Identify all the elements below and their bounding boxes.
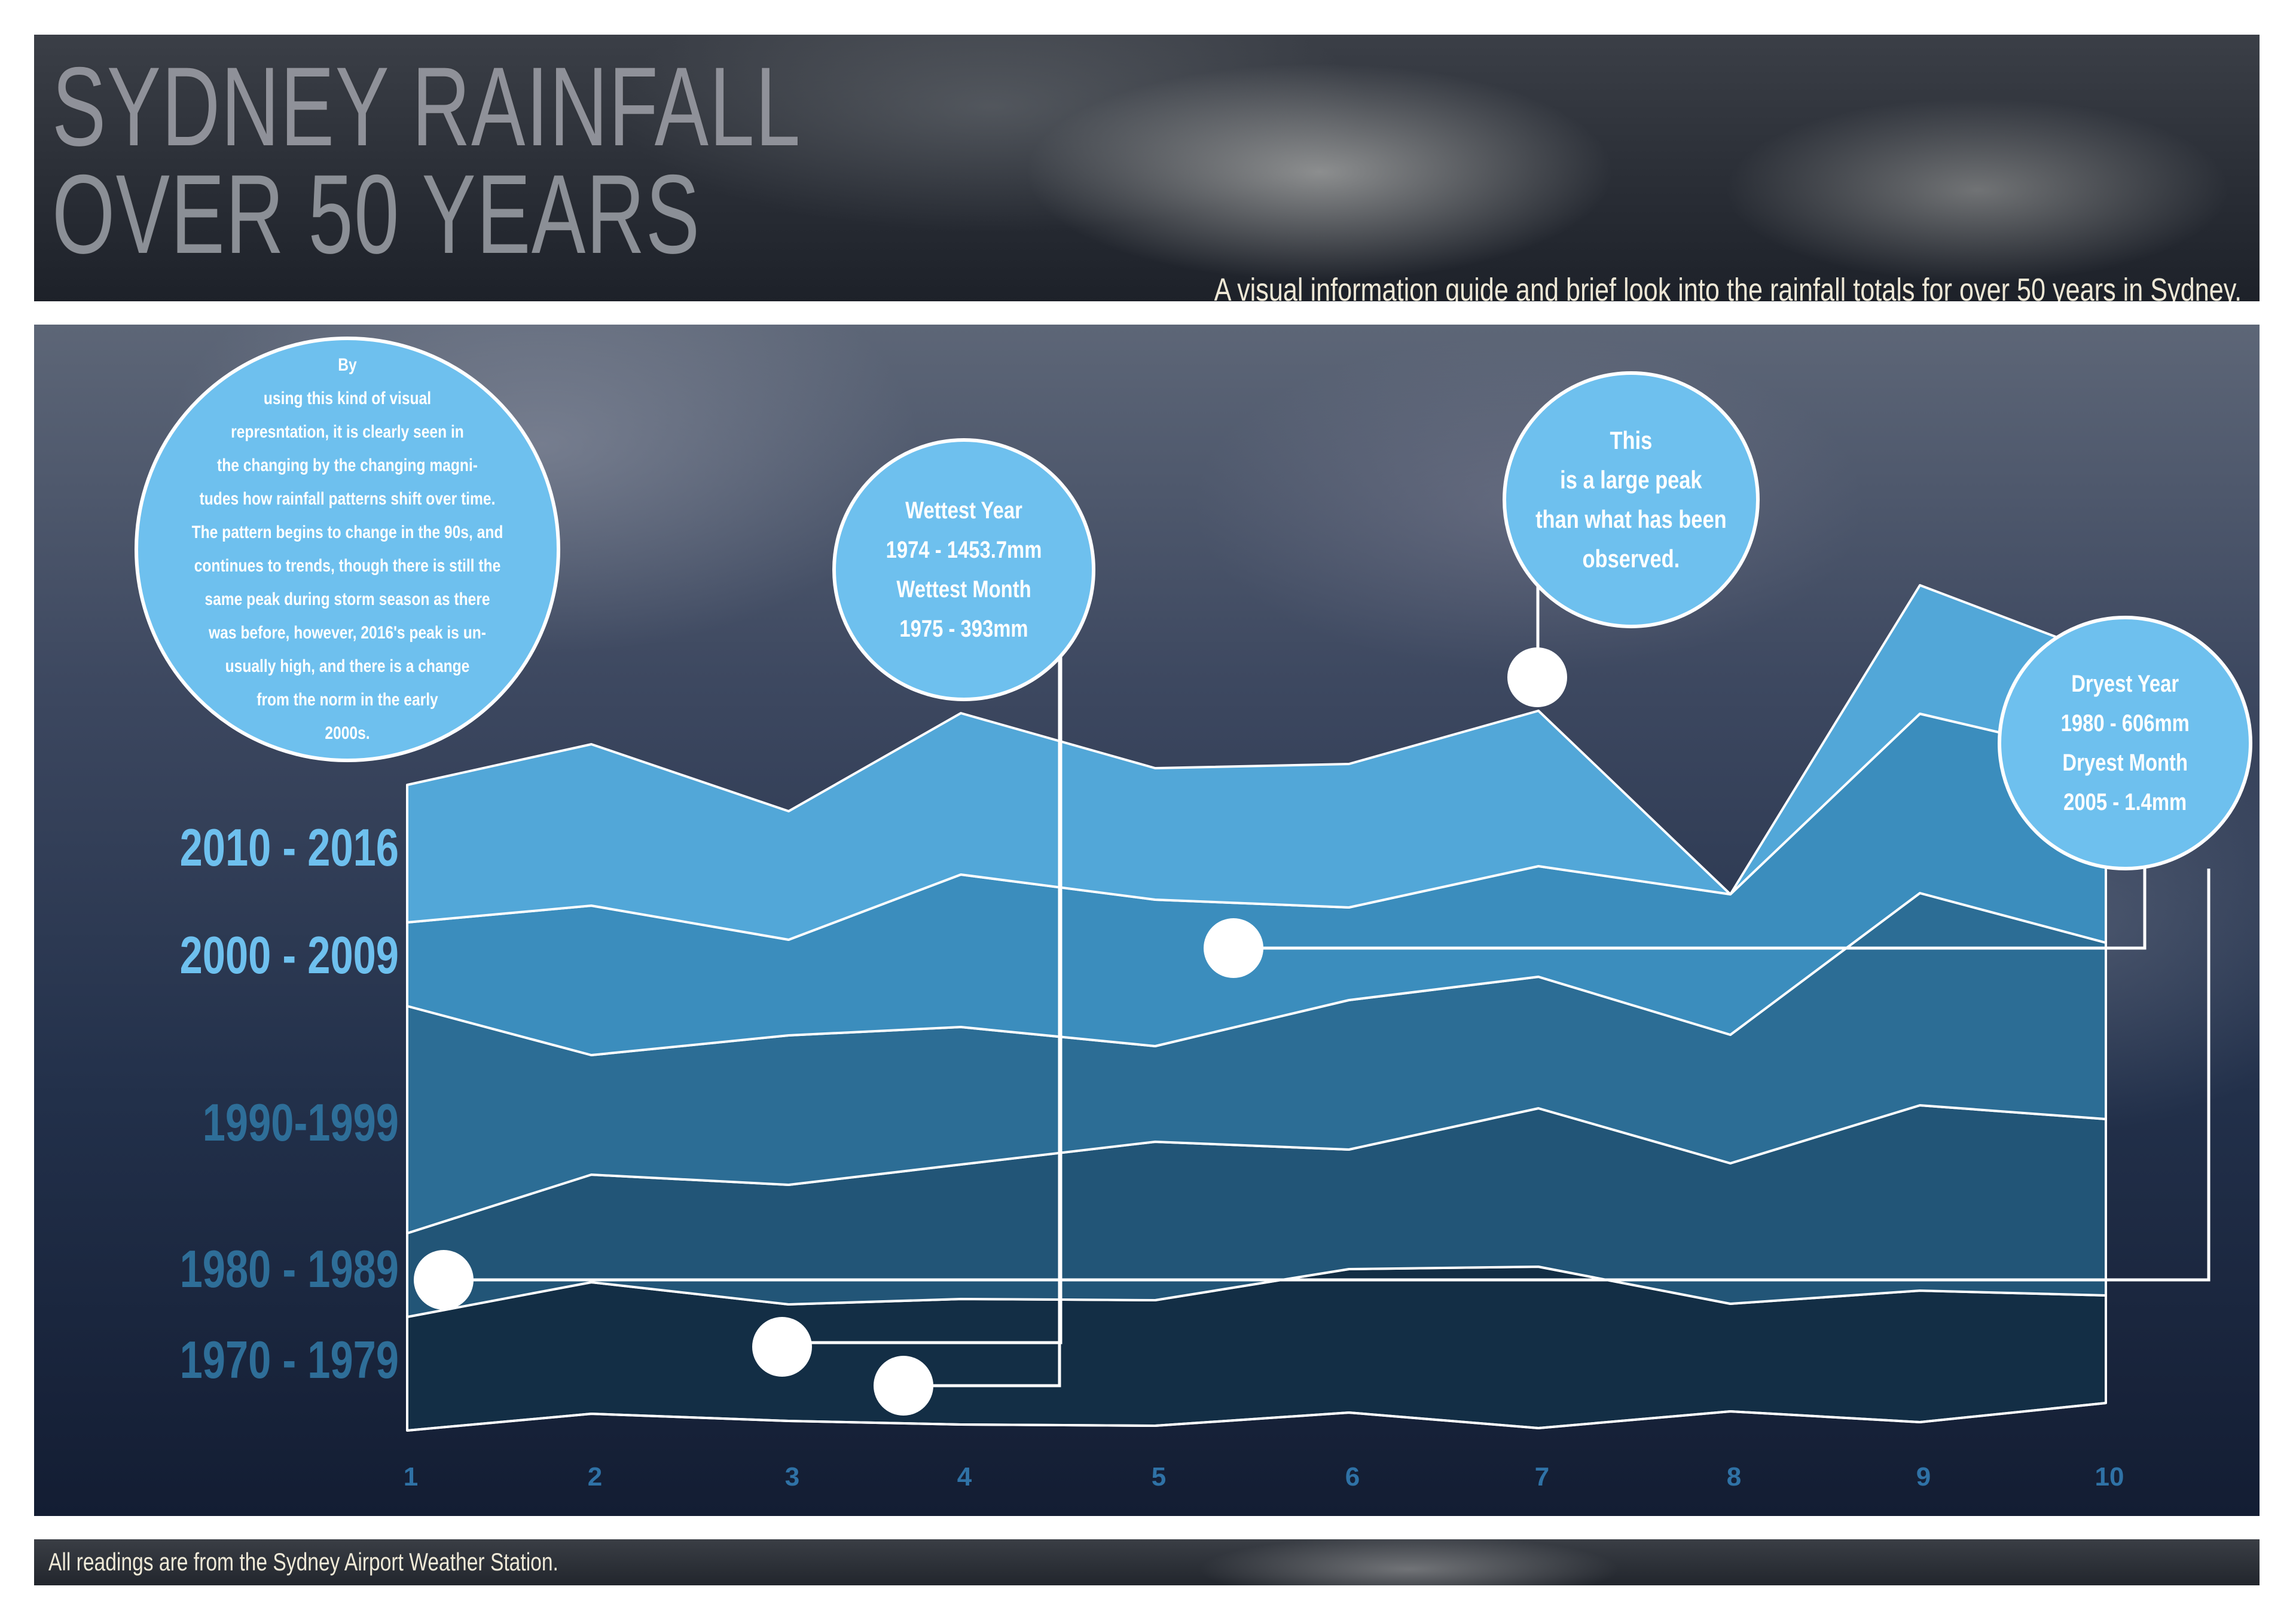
dryest-month-value: 2005 - 1.4mm: [2063, 789, 2187, 815]
page-subtitle: A visual information guide and brief loo…: [1214, 272, 2242, 301]
marker-dryest-month: [1204, 918, 1263, 978]
wettest-month-connector: [782, 582, 1062, 1344]
intro-bubble: By using this kind of visual represntati…: [135, 337, 560, 762]
row-label-3: 1990-1999: [203, 1093, 399, 1152]
x-tick-9: 9: [1916, 1462, 1931, 1491]
wettest-year-label: Wettest Year: [905, 497, 1022, 524]
marker-dryest-year: [414, 1250, 474, 1310]
x-tick-6: 6: [1345, 1462, 1360, 1491]
x-tick-8: 8: [1727, 1462, 1741, 1491]
dryest-year-value: 1980 - 606mm: [2060, 710, 2190, 736]
row-label-2: 2000 - 2009: [180, 926, 399, 985]
x-tick-5: 5: [1152, 1462, 1166, 1491]
footer-note: All readings are from the Sydney Airport…: [48, 1548, 558, 1576]
row-label-1: 2010 - 2016: [180, 818, 399, 877]
row-labels: 2010 - 2016 2000 - 2009 1990-1999 1980 - 19…: [180, 818, 399, 1389]
wettest-bubble: Wettest Year 1974 - 1453.7mm Wettest Mon…: [832, 438, 1095, 701]
baseline-line: [407, 1402, 2106, 1432]
header-banner: SYDNEY RAINFALL OVER 50 YEARS A visual i…: [34, 35, 2260, 301]
row-label-5: 1970 - 1979: [180, 1331, 399, 1389]
page-title: SYDNEY RAINFALL OVER 50 YEARS: [52, 44, 801, 277]
x-tick-4: 4: [957, 1462, 972, 1491]
peak-text: This is a large peak than what has been …: [1535, 426, 1727, 573]
marker-peak: [1507, 647, 1567, 707]
marker-wettest-month: [752, 1317, 812, 1377]
wettest-month-value: 1975 - 393mm: [899, 616, 1028, 642]
wettest-year-value: 1974 - 1453.7mm: [886, 537, 1042, 563]
x-tick-2: 2: [588, 1462, 602, 1491]
row-label-4: 1980 - 1989: [180, 1240, 399, 1298]
intro-text: By using this kind of visual represntati…: [191, 355, 503, 743]
dryest-month-label: Dryest Month: [2062, 750, 2188, 776]
chart-panel: 2010 - 2016 2000 - 2009 1990-1999 1980 - 19…: [34, 325, 2260, 1516]
x-tick-10: 10: [2095, 1462, 2124, 1491]
title-line-1: SYDNEY RAINFALL: [52, 44, 801, 169]
area-layers: [406, 584, 2107, 1432]
title-line-2: OVER 50 YEARS: [52, 151, 701, 277]
marker-wettest-year: [874, 1356, 933, 1416]
callout-connectors: [414, 582, 2210, 1416]
x-tick-labels: 1 2 3 4 5 6 7 8 9 10: [404, 1462, 2124, 1491]
x-tick-3: 3: [785, 1462, 799, 1491]
x-tick-7: 7: [1535, 1462, 1549, 1491]
footer-banner: All readings are from the Sydney Airport…: [34, 1539, 2260, 1585]
dryest-year-label: Dryest Year: [2071, 671, 2179, 697]
peak-bubble: This is a large peak than what has been …: [1503, 371, 1760, 628]
x-tick-1: 1: [404, 1462, 418, 1491]
wettest-month-label: Wettest Month: [896, 576, 1031, 603]
dryest-year-connector: [444, 869, 2210, 1282]
dryest-bubble: Dryest Year 1980 - 606mm Dryest Month 20…: [1998, 616, 2252, 870]
